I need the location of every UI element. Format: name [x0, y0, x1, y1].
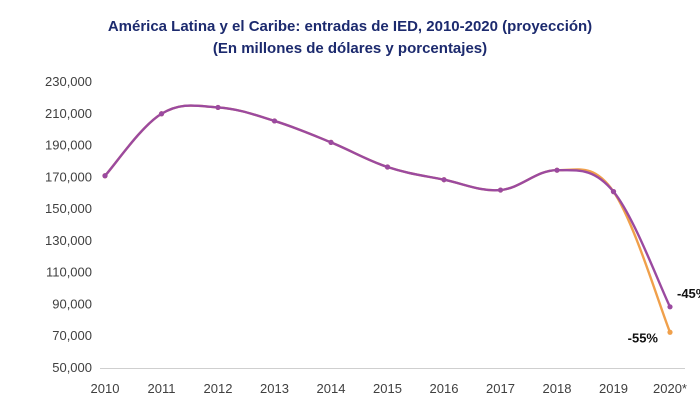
- series-line-1: [103, 104, 672, 309]
- series-1-point: [554, 167, 560, 173]
- series-1-point: [667, 304, 673, 310]
- x-tick-label: 2020*: [653, 381, 687, 396]
- x-tick-label: 2017: [486, 381, 515, 396]
- y-tick-label: 170,000: [45, 169, 92, 184]
- y-tick-label: 230,000: [45, 74, 92, 89]
- y-tick-label: 110,000: [46, 265, 92, 280]
- series-1-point: [158, 111, 165, 117]
- series-1-point: [215, 104, 221, 111]
- annotation-label: -45%: [677, 286, 700, 301]
- y-tick-label: 70,000: [52, 328, 92, 343]
- x-tick-label: 2015: [373, 381, 402, 396]
- series-1-point: [441, 177, 447, 183]
- x-tick-label: 2012: [204, 381, 233, 396]
- chart-title-block: América Latina y el Caribe: entradas de …: [0, 16, 700, 60]
- x-tick-label: 2018: [543, 381, 572, 396]
- annotation-label: -55%: [628, 330, 659, 345]
- chart-subtitle: (En millones de dólares y porcentajes): [212, 40, 488, 57]
- x-tick-label: 2010: [91, 381, 120, 396]
- y-tick-label: 90,000: [52, 296, 92, 311]
- x-tick-label: 2014: [317, 381, 346, 396]
- chart-title: América Latina y el Caribe: entradas de …: [107, 18, 593, 35]
- x-tick-label: 2011: [148, 381, 176, 396]
- y-tick-label: 130,000: [45, 233, 92, 248]
- series-1-point: [497, 187, 504, 193]
- y-tick-label: 210,000: [45, 106, 92, 121]
- x-tick-label: 2016: [430, 381, 459, 396]
- series-1-point: [271, 118, 278, 124]
- y-tick-label: 50,000: [52, 360, 92, 375]
- series-1-point: [610, 189, 617, 195]
- series-1-point: [384, 164, 391, 170]
- x-tick-label: 2019: [599, 381, 628, 396]
- y-tick-label: 190,000: [45, 138, 92, 153]
- series-1-point: [328, 139, 334, 145]
- series-1-point: [102, 173, 108, 179]
- series-0-point: [667, 329, 673, 335]
- y-tick-label: 150,000: [45, 201, 92, 216]
- x-tick-label: 2013: [260, 381, 289, 396]
- series-line-0: [103, 104, 672, 334]
